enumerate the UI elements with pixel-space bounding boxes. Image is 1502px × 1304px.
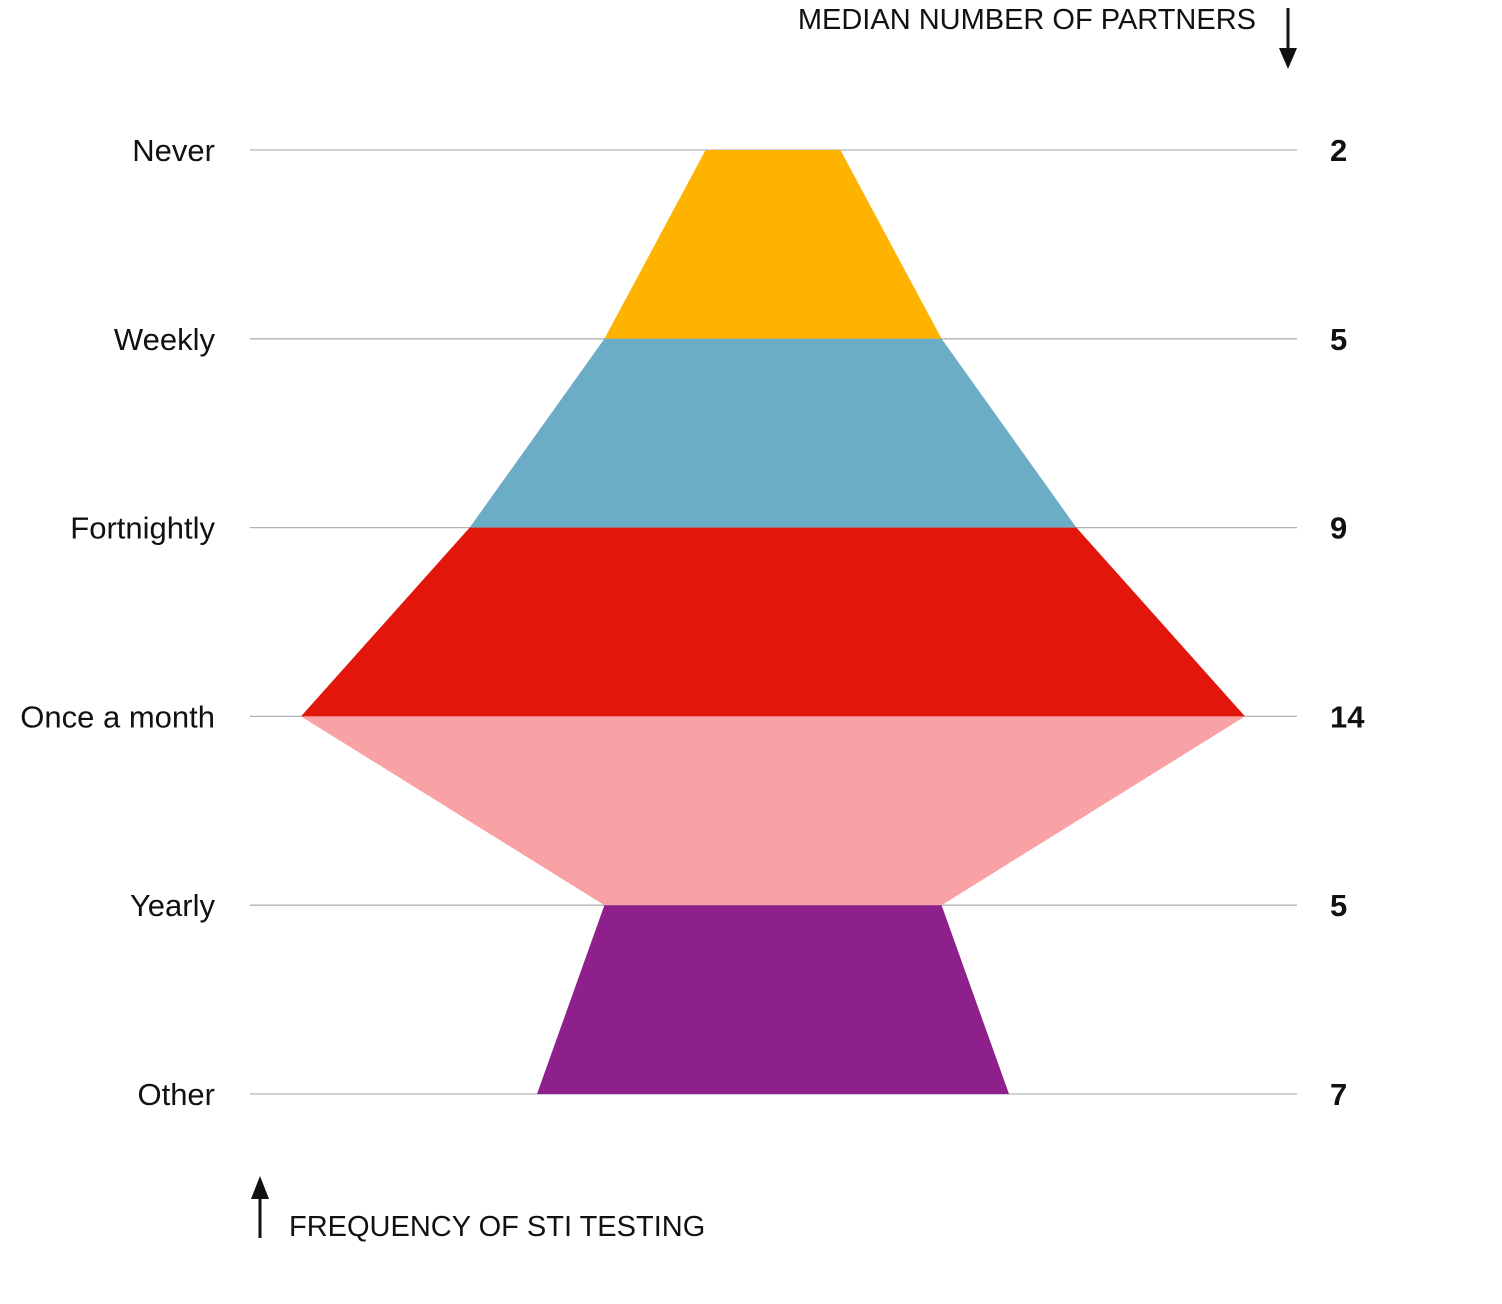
value-label: 2 (1330, 133, 1347, 168)
funnel-band (301, 527, 1245, 717)
up-arrow-icon (251, 1176, 269, 1238)
category-label: Never (132, 133, 215, 168)
category-label: Weekly (114, 322, 216, 357)
funnel-band (301, 716, 1245, 906)
category-label: Yearly (130, 888, 216, 923)
value-label: 14 (1330, 699, 1365, 734)
category-labels: Never Weekly Fortnightly Once a month Yearly… (20, 133, 215, 1112)
category-label: Other (137, 1077, 215, 1112)
value-label: 7 (1330, 1077, 1347, 1112)
down-arrow-icon (1279, 8, 1297, 69)
category-label: Fortnightly (70, 511, 215, 546)
funnel-band (604, 150, 942, 339)
funnel-band (537, 905, 1009, 1094)
funnel-band (469, 338, 1077, 528)
value-label: 5 (1330, 322, 1347, 357)
y-axis-title: MEDIAN NUMBER OF PARTNERS (798, 4, 1256, 36)
value-label: 5 (1330, 888, 1347, 923)
funnel-bands (301, 150, 1245, 1094)
category-label: Once a month (20, 699, 215, 734)
value-labels: 2 5 9 14 5 7 (1330, 133, 1365, 1112)
value-label: 9 (1330, 511, 1347, 546)
x-axis-title: FREQUENCY OF STI TESTING (289, 1211, 705, 1243)
